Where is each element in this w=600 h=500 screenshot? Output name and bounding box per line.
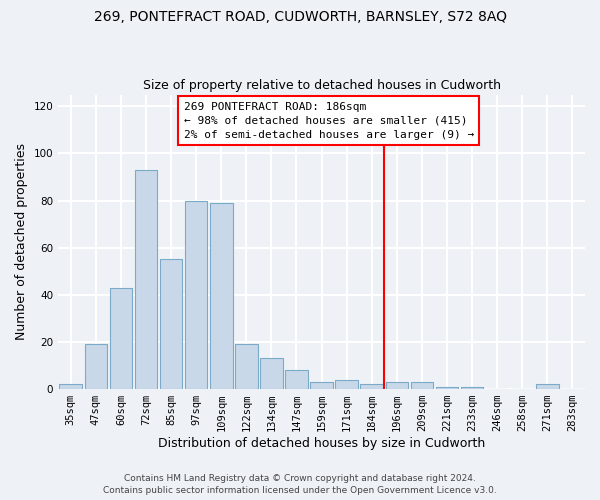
- Bar: [310, 382, 333, 389]
- Bar: [335, 380, 358, 389]
- Text: 269 PONTEFRACT ROAD: 186sqm
← 98% of detached houses are smaller (415)
2% of sem: 269 PONTEFRACT ROAD: 186sqm ← 98% of det…: [184, 102, 474, 140]
- Text: Contains HM Land Registry data © Crown copyright and database right 2024.
Contai: Contains HM Land Registry data © Crown c…: [103, 474, 497, 495]
- Bar: [285, 370, 308, 389]
- X-axis label: Distribution of detached houses by size in Cudworth: Distribution of detached houses by size …: [158, 437, 485, 450]
- Bar: [386, 382, 408, 389]
- Bar: [160, 260, 182, 389]
- Bar: [110, 288, 132, 389]
- Title: Size of property relative to detached houses in Cudworth: Size of property relative to detached ho…: [143, 79, 500, 92]
- Text: 269, PONTEFRACT ROAD, CUDWORTH, BARNSLEY, S72 8AQ: 269, PONTEFRACT ROAD, CUDWORTH, BARNSLEY…: [94, 10, 506, 24]
- Bar: [85, 344, 107, 389]
- Bar: [210, 203, 233, 389]
- Bar: [361, 384, 383, 389]
- Bar: [436, 386, 458, 389]
- Bar: [461, 386, 484, 389]
- Bar: [536, 384, 559, 389]
- Bar: [260, 358, 283, 389]
- Y-axis label: Number of detached properties: Number of detached properties: [15, 144, 28, 340]
- Bar: [410, 382, 433, 389]
- Bar: [59, 384, 82, 389]
- Bar: [134, 170, 157, 389]
- Bar: [185, 200, 208, 389]
- Bar: [235, 344, 257, 389]
